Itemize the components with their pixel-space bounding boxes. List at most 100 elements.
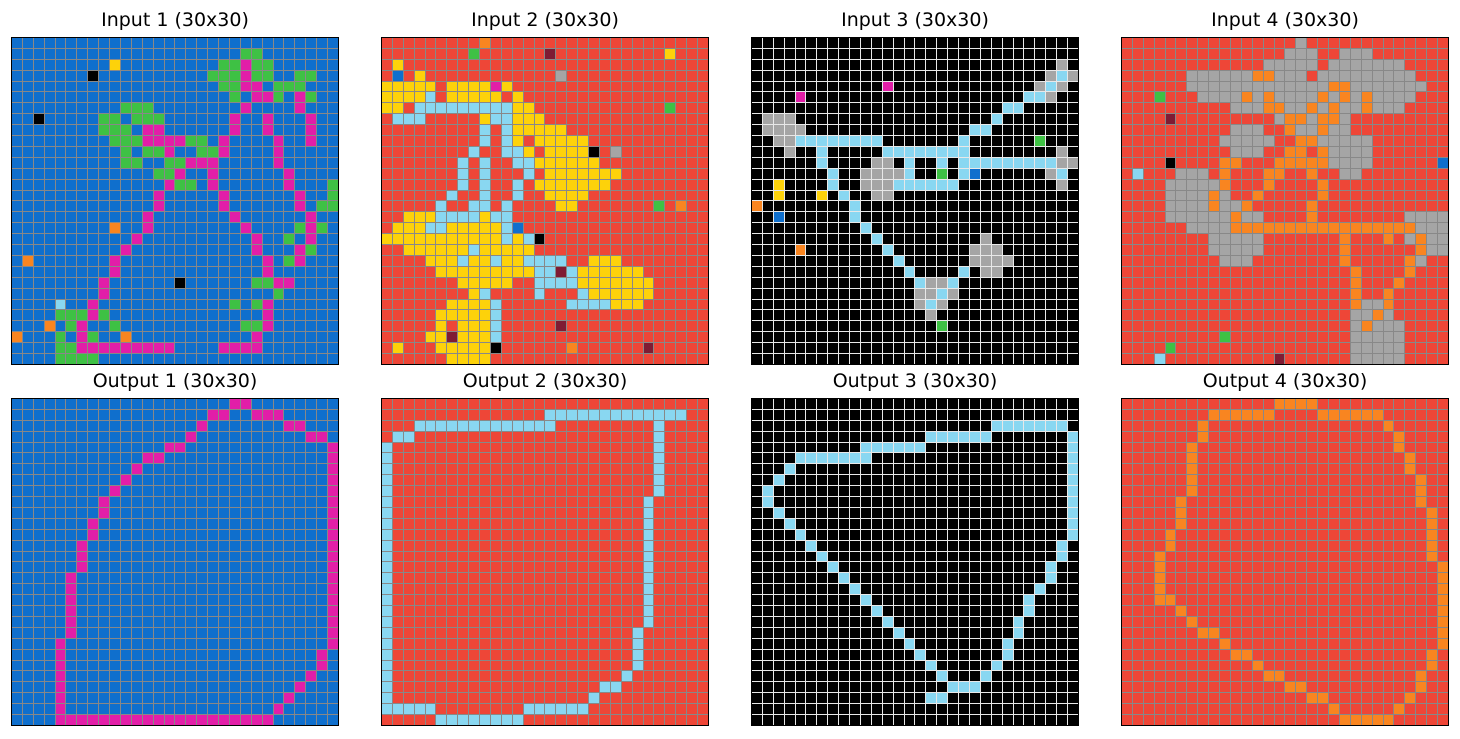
grid-cell <box>1198 168 1209 179</box>
grid-cell <box>219 606 229 616</box>
grid-cell <box>1241 114 1252 125</box>
grid-cell <box>1057 136 1068 146</box>
grid-cell <box>33 234 44 245</box>
grid-cell <box>654 562 665 573</box>
grid-cell <box>578 409 589 420</box>
grid-cell <box>306 693 317 704</box>
grid-cell <box>1263 92 1274 103</box>
grid-cell <box>1339 38 1350 48</box>
grid-cell <box>599 179 610 190</box>
grid-cell <box>229 486 240 497</box>
grid-cell <box>599 464 610 475</box>
grid-cell <box>839 310 850 321</box>
grid-cell <box>915 136 926 146</box>
grid-cell <box>959 70 969 81</box>
grid-cell <box>1361 266 1372 277</box>
grid-cell <box>959 179 969 190</box>
grid-cell <box>1165 266 1176 277</box>
grid-cell <box>926 92 937 103</box>
grid-cell <box>1416 146 1427 157</box>
grid-cell <box>1024 146 1035 157</box>
grid-cell <box>55 715 66 725</box>
grid-cell <box>545 529 556 540</box>
grid-cell <box>578 114 589 125</box>
grid-cell <box>1427 245 1438 255</box>
grid-cell <box>262 616 273 627</box>
grid-cell <box>969 354 980 364</box>
grid-cell <box>120 92 131 103</box>
grid-cell <box>490 540 501 551</box>
grid-cell <box>458 81 469 92</box>
grid-cell <box>654 70 665 81</box>
grid-cell <box>578 255 589 266</box>
grid-cell <box>153 562 164 573</box>
grid-cell <box>687 399 698 409</box>
grid-cell <box>610 179 621 190</box>
grid-cell <box>44 638 55 649</box>
grid-cell <box>687 497 698 507</box>
grid-cell <box>12 103 22 114</box>
grid-cell <box>458 103 469 114</box>
grid-cell <box>1154 354 1165 364</box>
grid-cell <box>773 343 784 354</box>
grid-cell <box>219 551 229 562</box>
grid-cell <box>66 70 77 81</box>
grid-cell <box>1220 38 1230 48</box>
grid-cell <box>828 223 839 234</box>
grid-cell <box>131 288 142 299</box>
grid-cell <box>665 486 676 497</box>
grid-cell <box>22 255 33 266</box>
grid-cell <box>284 399 295 409</box>
grid-cell <box>676 277 687 288</box>
grid-cell <box>556 420 567 431</box>
grid-cell <box>1329 354 1339 364</box>
grid-cell <box>1024 114 1035 125</box>
grid-cell <box>1252 321 1263 332</box>
grid-cell <box>610 399 621 409</box>
grid-cell <box>1394 114 1405 125</box>
grid-cell <box>937 38 948 48</box>
grid-cell <box>501 409 512 420</box>
grid-cell <box>295 704 306 715</box>
grid-cell <box>458 420 469 431</box>
grid-cell <box>578 464 589 475</box>
grid-cell <box>752 146 762 157</box>
grid-cell <box>33 464 44 475</box>
grid-cell <box>1372 332 1383 343</box>
grid-cell <box>915 234 926 245</box>
grid-cell <box>1438 190 1448 201</box>
grid-cell <box>99 453 110 464</box>
grid-cell <box>120 464 131 475</box>
grid-cell <box>980 59 991 70</box>
grid-cell <box>240 540 251 551</box>
grid-cell <box>425 453 436 464</box>
grid-cell <box>197 310 208 321</box>
grid-cell <box>1383 354 1394 364</box>
grid-cell <box>828 201 839 212</box>
grid-cell <box>1361 288 1372 299</box>
grid-cell <box>784 48 795 59</box>
grid-cell <box>589 497 599 507</box>
grid-cell <box>328 464 338 475</box>
grid-cell <box>860 223 871 234</box>
grid-cell <box>186 584 197 595</box>
grid-cell <box>186 442 197 453</box>
grid-cell <box>806 125 817 136</box>
grid-cell <box>1165 81 1176 92</box>
grid-cell <box>262 70 273 81</box>
grid-cell <box>77 299 88 310</box>
grid-cell <box>382 114 392 125</box>
grid-cell <box>643 453 654 464</box>
grid-cell <box>1339 157 1350 168</box>
grid-cell <box>273 442 284 453</box>
grid-cell <box>490 212 501 223</box>
grid-cell <box>1372 70 1383 81</box>
grid-cell <box>284 354 295 364</box>
grid-cell <box>1198 179 1209 190</box>
grid-cell <box>643 245 654 255</box>
grid-cell <box>534 234 545 245</box>
grid-cell <box>1198 332 1209 343</box>
grid-cell <box>164 38 175 48</box>
grid-cell <box>77 464 88 475</box>
grid-cell <box>1220 136 1230 146</box>
